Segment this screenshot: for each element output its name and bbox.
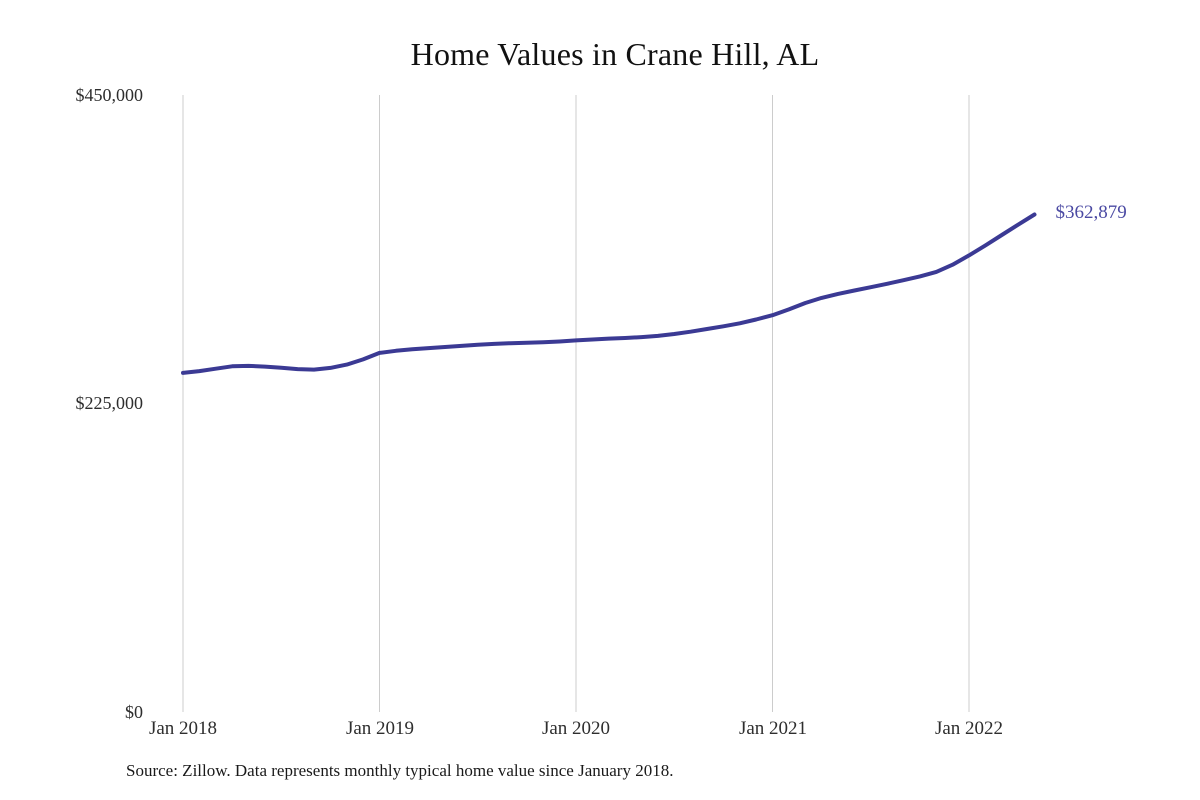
x-axis-tick-jan-2020: Jan 2020 [541,718,611,739]
x-axis-tick-jan-2019: Jan 2019 [345,718,415,739]
x-axis-tick-jan-2018: Jan 2018 [148,718,218,739]
chart-title: Home Values in Crane Hill, AL [410,36,820,72]
x-axis-tick-jan-2022: Jan 2022 [934,718,1004,739]
home-value-line [181,212,1037,375]
y-axis-tick-0: $0 [125,702,143,722]
source-note: Source: Zillow. Data represents monthly … [126,761,674,780]
x-axis-tick-jan-2021: Jan 2021 [738,718,808,739]
y-axis-tick-225000: $225,000 [75,393,144,413]
y-axis-tick-450000: $450,000 [75,85,144,105]
last-value-label: $362,879 [1055,202,1127,224]
